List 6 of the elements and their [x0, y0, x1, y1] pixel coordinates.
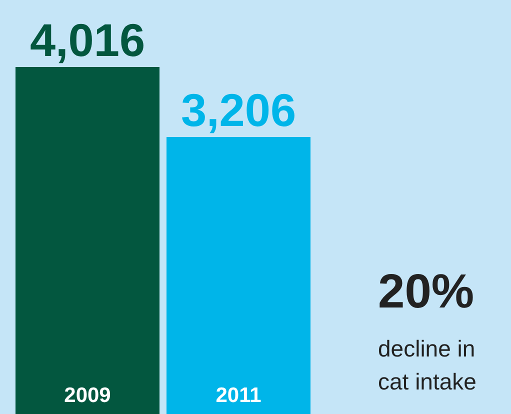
text: decline in cat intake — [378, 336, 482, 394]
data-label: 3,206 — [180, 84, 296, 136]
text: 20% — [378, 266, 474, 318]
data-label: 4,016 — [30, 14, 146, 66]
x-tick-label: 2011 — [216, 384, 262, 407]
x-tick-label: 2009 — [64, 384, 111, 407]
